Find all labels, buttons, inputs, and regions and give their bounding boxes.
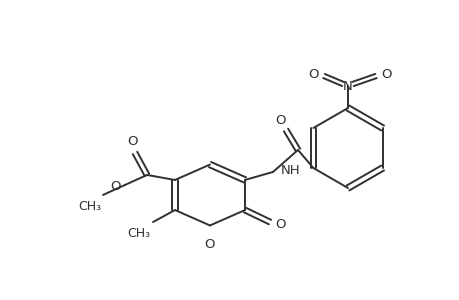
Text: O: O: [380, 68, 391, 80]
Text: CH₃: CH₃: [78, 200, 101, 213]
Text: NH: NH: [280, 164, 300, 177]
Text: O: O: [110, 180, 121, 194]
Text: O: O: [308, 68, 318, 80]
Text: CH₃: CH₃: [127, 227, 150, 240]
Text: O: O: [275, 114, 285, 127]
Text: O: O: [274, 218, 285, 230]
Text: N: N: [342, 80, 352, 92]
Text: O: O: [128, 135, 138, 148]
Text: O: O: [204, 238, 215, 251]
